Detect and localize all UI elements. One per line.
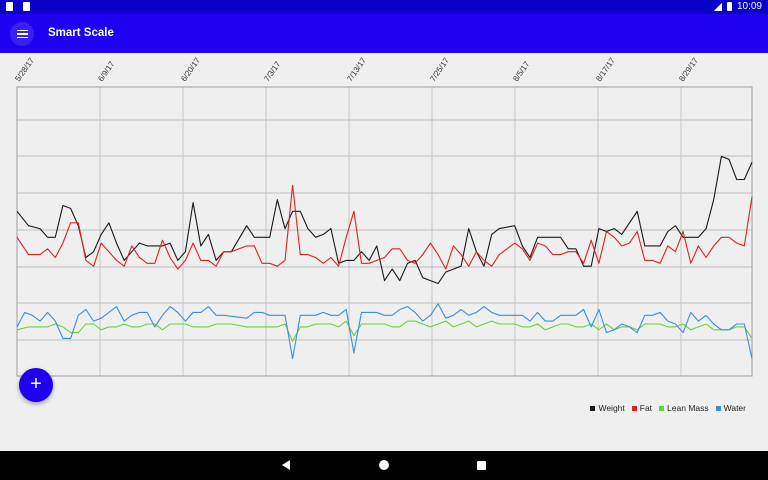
series-fat — [16, 184, 753, 270]
x-tick-label: 8/29/17 — [677, 56, 700, 83]
add-icon: + — [30, 373, 42, 395]
legend-swatch — [659, 405, 665, 411]
navigation-bar — [0, 451, 768, 480]
notification-icon — [23, 2, 30, 11]
x-tick-label: 8/17/17 — [594, 56, 617, 83]
x-tick-label: 6/20/17 — [179, 56, 202, 83]
sd-card-icon — [6, 2, 13, 11]
line-chart[interactable]: 5/28/17 6/9/17 6/20/17 7/3/17 7/13/17 7/25/17… — [0, 53, 768, 451]
series-water — [16, 303, 753, 360]
x-tick-label: 8/5/17 — [511, 59, 531, 83]
clock: 10:09 — [736, 1, 762, 12]
status-bar: 10:09 — [0, 0, 768, 14]
x-tick-label: 5/28/17 — [13, 56, 36, 83]
hamburger-menu-icon[interactable] — [10, 22, 34, 46]
legend-label: Lean Mass — [667, 403, 709, 413]
x-tick-label: 6/9/17 — [96, 59, 116, 83]
chart[interactable]: 5/28/17 6/9/17 6/20/17 7/3/17 7/13/17 7/25/17… — [0, 53, 768, 451]
legend-label: Weight — [598, 403, 625, 413]
series-weight — [16, 155, 753, 285]
legend-label: Water — [723, 403, 746, 413]
recents-icon[interactable] — [477, 461, 486, 470]
x-tick-label: 7/3/17 — [262, 59, 282, 83]
app-bar: Smart Scale — [0, 14, 768, 53]
signal-icon — [713, 2, 722, 11]
legend-swatch — [715, 405, 721, 411]
series-lean-mass — [16, 320, 753, 342]
legend-label: Fat — [639, 403, 653, 413]
battery-icon — [726, 2, 732, 11]
add-entry-button[interactable]: + — [19, 368, 53, 402]
x-tick-label: 7/25/17 — [428, 56, 451, 83]
x-tick-label: 7/13/17 — [345, 56, 368, 83]
legend-swatch — [631, 405, 637, 411]
chart-legend: Weight Fat Lean Mass Water — [590, 403, 746, 413]
legend-swatch — [590, 405, 596, 411]
app-title: Smart Scale — [48, 27, 114, 39]
legend-item-lean-mass: Lean Mass — [659, 403, 709, 413]
home-icon[interactable] — [379, 460, 389, 470]
legend-item-fat: Fat — [631, 403, 653, 413]
legend-item-weight: Weight — [590, 403, 625, 413]
back-icon[interactable] — [282, 460, 290, 470]
legend-item-water: Water — [715, 403, 746, 413]
